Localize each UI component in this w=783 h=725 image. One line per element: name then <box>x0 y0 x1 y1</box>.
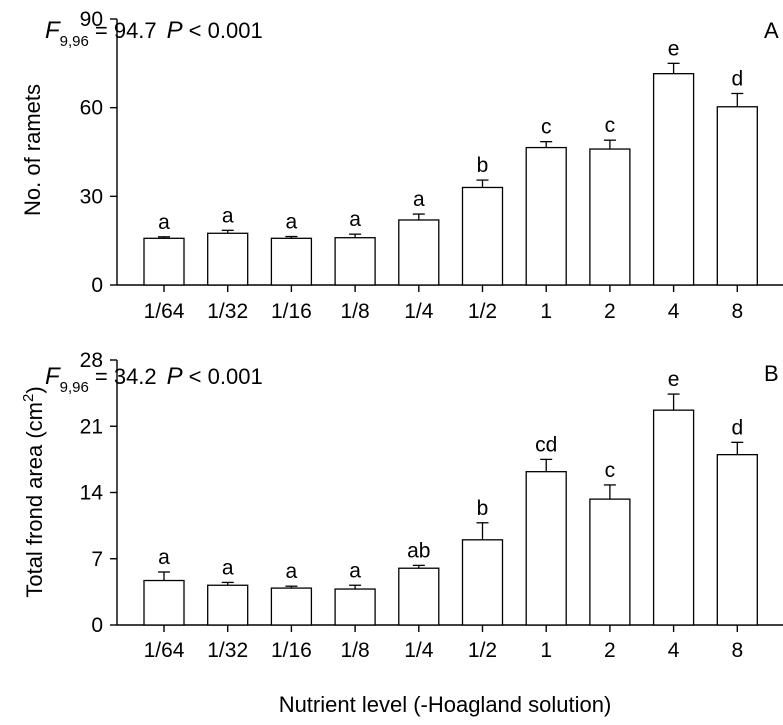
panel-a-y-tick-label: 90 <box>80 8 103 31</box>
panel-a-x-tick-label: 1/2 <box>468 300 497 323</box>
panel-a-x-tick-label: 1/8 <box>340 300 369 323</box>
panel-a-bar <box>143 237 185 286</box>
panel-a-stat-fvalue: = 94.7 <box>95 18 157 43</box>
panel-b-bar <box>525 471 567 626</box>
x-axis-title: Nutrient level (-Hoagland solution) <box>279 692 612 717</box>
panel-b-bar <box>270 587 313 626</box>
panel-b: B F9,96 = 34.2 P < 0.001 Total frond area (… <box>20 361 779 598</box>
panel-b-significance-letter: b <box>477 497 489 520</box>
panel-b-stat-p: P <box>167 363 183 390</box>
panel-a-stat-pvalue: < 0.001 <box>189 18 263 43</box>
panel-b-bar <box>716 453 758 626</box>
panel-a-significance-letter: a <box>413 188 425 211</box>
panel-b-x-tick-label: 2 <box>604 639 616 662</box>
panel-b-bar <box>334 588 376 626</box>
panel-a-bar <box>398 219 440 286</box>
panel-a-stat-f: F <box>45 17 61 44</box>
panel-a-stat-p: P <box>167 17 183 44</box>
panel-a-significance-letter: e <box>668 37 680 60</box>
panel-b-bar <box>207 584 249 626</box>
panel-b-significance-letter: a <box>349 559 361 582</box>
panel-b-y-tick-label: 14 <box>80 482 104 505</box>
panel-a-bar <box>461 186 504 286</box>
panel-a-x-tick-label: 1 <box>540 300 552 323</box>
panel-a-x-tick-label: 1/4 <box>404 300 434 323</box>
panel-b-significance-letter: d <box>731 416 743 439</box>
panel-b-significance-letter: c <box>605 459 616 482</box>
panel-a-x-tick-label: 1/16 <box>271 300 312 323</box>
chart-b: 07142128a1/64a1/32a1/16a1/8ab1/4b1/2cd1c… <box>80 349 783 662</box>
panel-b-x-tick-label: 1/2 <box>468 639 497 662</box>
panel-a-x-tick-label: 1/64 <box>144 300 185 323</box>
panel-b-y-tick-label: 21 <box>80 415 103 438</box>
panel-a-x-tick-label: 2 <box>604 300 616 323</box>
panel-b-stat-f: F <box>45 363 61 390</box>
panel-a-bar <box>652 73 695 286</box>
panel-b-y-tick-label: 7 <box>91 548 103 571</box>
panel-a-bar <box>270 237 313 286</box>
chart-a: 0 30 60 90 a 1/64 a 1/32 a 1/16 a 1/8 a 1/4 b 1/2 c 1 c 2 e 4… <box>80 8 783 323</box>
panel-a-significance-letter: b <box>477 154 489 177</box>
panel-a-significance-letter: c <box>541 116 552 139</box>
panel-a-y-tick-label: 30 <box>80 185 103 208</box>
panel-a-y-tick-label: 0 <box>91 274 103 297</box>
panel-b-bar <box>398 567 440 626</box>
panel-a-bar <box>334 237 376 286</box>
panel-b-significance-letter: a <box>222 556 234 579</box>
panel-b-x-tick-label: 8 <box>731 639 743 662</box>
panel-b-ylabel-text: Total frond area (cm <box>22 402 47 598</box>
panel-a-x-tick-label: 1/32 <box>207 300 248 323</box>
panel-b-x-tick-label: 1/8 <box>340 639 369 662</box>
panel-a-significance-letter: a <box>222 204 234 227</box>
panel-b-significance-letter: ab <box>407 539 430 562</box>
panel-a-bar <box>525 146 567 286</box>
panel-a-significance-letter: d <box>731 67 743 90</box>
panel-b-bar <box>461 539 504 626</box>
panel-b-x-tick-label: 1/32 <box>207 639 248 662</box>
panel-b-x-tick-label: 4 <box>668 639 680 662</box>
panel-b-stat-df: 9,96 <box>60 379 89 396</box>
panel-b-bar <box>652 409 695 626</box>
panel-a-significance-letter: a <box>158 211 170 234</box>
panel-a-bar <box>589 148 631 286</box>
panel-b-bar <box>589 498 631 626</box>
panel-a-x-tick-label: 8 <box>731 300 743 323</box>
panel-b-bar <box>143 579 185 626</box>
panel-b-x-tick-label: 1/4 <box>404 639 434 662</box>
panel-a: A F9,96 = 94.7 P < 0.001 No. of ramets <box>20 17 779 216</box>
panel-b-stat-pvalue: < 0.001 <box>189 364 263 389</box>
panel-a-significance-letter: c <box>605 114 616 137</box>
panel-b-y-tick-label: 0 <box>91 614 103 637</box>
panel-a-ylabel: No. of ramets <box>20 84 45 216</box>
panel-b-ylabel-close: ) <box>22 386 47 393</box>
panel-b-significance-letter: cd <box>535 433 557 456</box>
panel-a-stat: F9,96 = 94.7 P < 0.001 <box>45 17 263 50</box>
panel-b-significance-letter: a <box>158 546 170 569</box>
panel-b-x-tick-label: 1/16 <box>271 639 312 662</box>
panel-a-stat-df: 9,96 <box>60 33 89 50</box>
panel-b-stat: F9,96 = 34.2 P < 0.001 <box>45 363 263 396</box>
panel-b-x-tick-label: 1 <box>540 639 552 662</box>
panel-a-significance-letter: a <box>286 211 298 234</box>
panel-b-stat-fvalue: = 34.2 <box>95 364 157 389</box>
panel-b-ylabel: Total frond area (cm2) <box>20 386 47 597</box>
panel-a-significance-letter: a <box>349 208 361 231</box>
panel-b-x-tick-label: 1/64 <box>144 639 185 662</box>
panel-b-label: B <box>764 361 779 386</box>
panel-a-bar <box>716 106 758 286</box>
panel-b-ylabel-sup: 2 <box>20 394 37 402</box>
panel-a-y-tick-label: 60 <box>80 97 103 120</box>
panel-b-significance-letter: a <box>286 560 298 583</box>
panel-a-x-tick-label: 4 <box>668 300 680 323</box>
panel-a-label: A <box>764 18 779 43</box>
panel-b-significance-letter: e <box>668 368 680 391</box>
panel-a-bar <box>207 232 249 286</box>
panel-b-y-tick-label: 28 <box>80 349 103 372</box>
